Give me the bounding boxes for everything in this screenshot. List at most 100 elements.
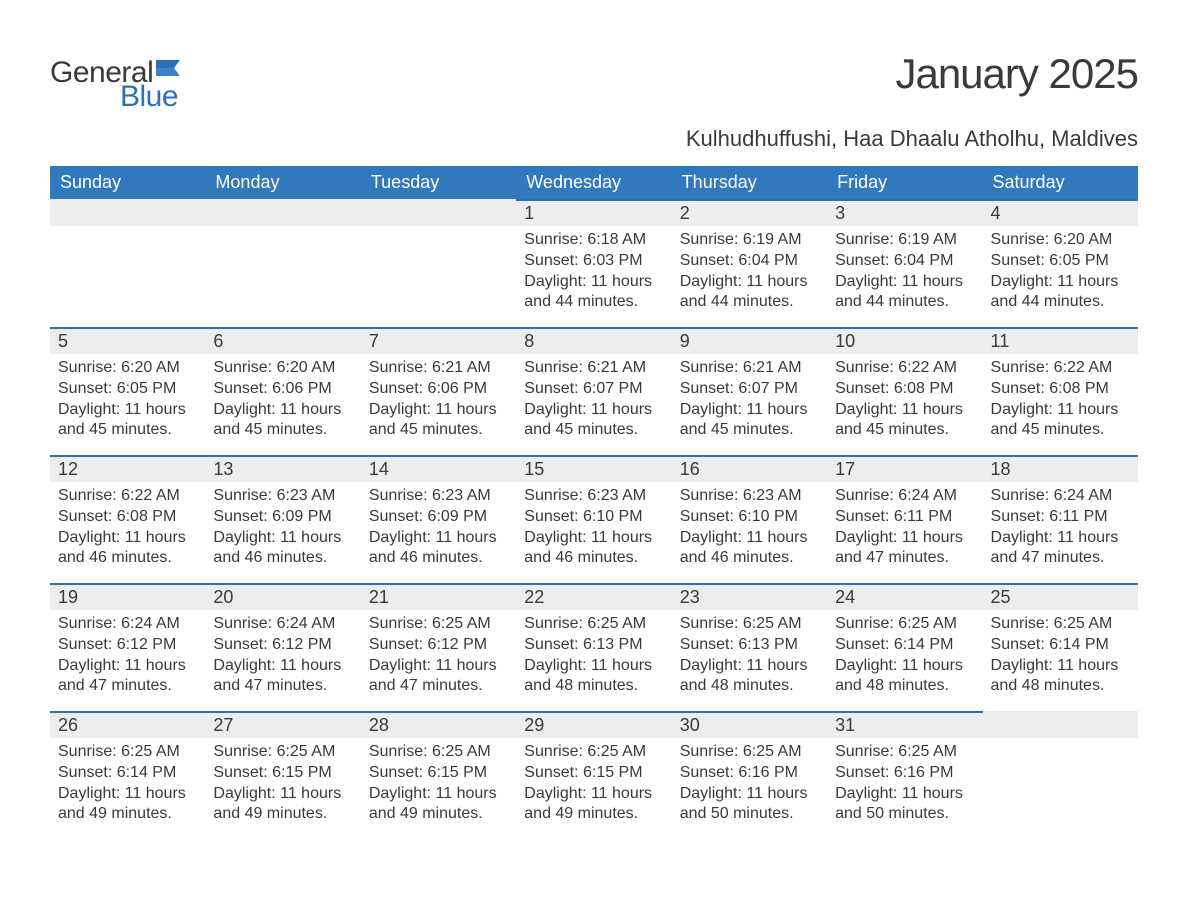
- calendar-day-cell: 6Sunrise: 6:20 AMSunset: 6:06 PMDaylight…: [205, 327, 360, 455]
- detail-value: 6:23 AM: [743, 487, 802, 504]
- detail-label: Sunrise:: [369, 359, 432, 376]
- day-number-bar: 1: [516, 199, 671, 226]
- day-number-bar: 2: [672, 199, 827, 226]
- day-number-bar: 7: [361, 327, 516, 354]
- day-number-bar: 28: [361, 711, 516, 738]
- day-number-bar: 11: [983, 327, 1138, 354]
- detail-label: Sunset:: [213, 508, 272, 525]
- detail-label: Sunrise:: [835, 487, 898, 504]
- day-number-bar: 29: [516, 711, 671, 738]
- day-number-bar: 9: [672, 327, 827, 354]
- detail-value: 6:05 PM: [117, 380, 177, 397]
- day-details: Sunrise: 6:23 AMSunset: 6:10 PMDaylight:…: [672, 482, 827, 579]
- detail-label: Sunrise:: [369, 615, 432, 632]
- detail-value: 6:08 PM: [117, 508, 177, 525]
- header: General Blue January 2025: [50, 50, 1138, 112]
- detail-label: Daylight:: [369, 657, 436, 674]
- detail-label: Daylight:: [524, 401, 591, 418]
- calendar-day-cell: 22Sunrise: 6:25 AMSunset: 6:13 PMDayligh…: [516, 583, 671, 711]
- day-number-bar: 27: [205, 711, 360, 738]
- detail-value: 6:18 AM: [587, 231, 646, 248]
- day-details: Sunrise: 6:19 AMSunset: 6:04 PMDaylight:…: [827, 226, 982, 323]
- page-title: January 2025: [895, 50, 1138, 98]
- day-number-bar: 16: [672, 455, 827, 482]
- detail-label: Sunrise:: [369, 743, 432, 760]
- detail-label: Daylight:: [369, 785, 436, 802]
- detail-label: Daylight:: [680, 401, 747, 418]
- day-details: Sunrise: 6:24 AMSunset: 6:12 PMDaylight:…: [50, 610, 205, 707]
- detail-label: Sunset:: [835, 380, 894, 397]
- calendar-day-cell: 19Sunrise: 6:24 AMSunset: 6:12 PMDayligh…: [50, 583, 205, 711]
- calendar-day-cell: 30Sunrise: 6:25 AMSunset: 6:16 PMDayligh…: [672, 711, 827, 839]
- day-details: Sunrise: 6:25 AMSunset: 6:12 PMDaylight:…: [361, 610, 516, 707]
- day-details: Sunrise: 6:20 AMSunset: 6:05 PMDaylight:…: [983, 226, 1138, 323]
- day-number-bar: 17: [827, 455, 982, 482]
- detail-value: 6:09 PM: [428, 508, 488, 525]
- detail-label: Sunset:: [524, 508, 583, 525]
- calendar-day-cell: 27Sunrise: 6:25 AMSunset: 6:15 PMDayligh…: [205, 711, 360, 839]
- day-details: Sunrise: 6:22 AMSunset: 6:08 PMDaylight:…: [983, 354, 1138, 451]
- detail-label: Sunrise:: [991, 615, 1054, 632]
- calendar-body: 1Sunrise: 6:18 AMSunset: 6:03 PMDaylight…: [50, 199, 1138, 839]
- detail-value: 6:24 AM: [277, 615, 336, 632]
- day-details: Sunrise: 6:25 AMSunset: 6:13 PMDaylight:…: [516, 610, 671, 707]
- day-details: Sunrise: 6:25 AMSunset: 6:14 PMDaylight:…: [827, 610, 982, 707]
- detail-value: 6:11 PM: [894, 508, 952, 525]
- day-details: Sunrise: 6:18 AMSunset: 6:03 PMDaylight:…: [516, 226, 671, 323]
- day-number-bar: [361, 199, 516, 226]
- calendar-day-cell: 14Sunrise: 6:23 AMSunset: 6:09 PMDayligh…: [361, 455, 516, 583]
- day-details: Sunrise: 6:21 AMSunset: 6:07 PMDaylight:…: [672, 354, 827, 451]
- calendar-day-cell: 1Sunrise: 6:18 AMSunset: 6:03 PMDaylight…: [516, 199, 671, 327]
- detail-label: Daylight:: [991, 657, 1058, 674]
- detail-label: Sunset:: [58, 764, 117, 781]
- day-number-bar: 26: [50, 711, 205, 738]
- detail-value: 6:21 AM: [743, 359, 802, 376]
- weekday-header: Monday: [205, 166, 360, 199]
- calendar-week-row: 5Sunrise: 6:20 AMSunset: 6:05 PMDaylight…: [50, 327, 1138, 455]
- day-number-bar: 30: [672, 711, 827, 738]
- detail-value: 6:25 AM: [898, 615, 957, 632]
- calendar-day-cell: 10Sunrise: 6:22 AMSunset: 6:08 PMDayligh…: [827, 327, 982, 455]
- detail-label: Sunset:: [680, 252, 739, 269]
- detail-value: 6:13 PM: [738, 636, 798, 653]
- detail-label: Sunrise:: [58, 487, 121, 504]
- day-details: Sunrise: 6:24 AMSunset: 6:11 PMDaylight:…: [983, 482, 1138, 579]
- day-details: Sunrise: 6:24 AMSunset: 6:12 PMDaylight:…: [205, 610, 360, 707]
- detail-value: 6:08 PM: [894, 380, 954, 397]
- detail-value: 6:03 PM: [583, 252, 643, 269]
- detail-label: Sunrise:: [680, 615, 743, 632]
- calendar-day-cell: [361, 199, 516, 327]
- day-number-bar: 22: [516, 583, 671, 610]
- weekday-header: Friday: [827, 166, 982, 199]
- detail-label: Daylight:: [835, 657, 902, 674]
- detail-value: 6:20 AM: [121, 359, 180, 376]
- calendar-day-cell: 24Sunrise: 6:25 AMSunset: 6:14 PMDayligh…: [827, 583, 982, 711]
- detail-value: 6:08 PM: [1049, 380, 1109, 397]
- day-number-bar: 10: [827, 327, 982, 354]
- weekday-header: Thursday: [672, 166, 827, 199]
- day-details: Sunrise: 6:25 AMSunset: 6:14 PMDaylight:…: [50, 738, 205, 835]
- detail-value: 6:22 AM: [121, 487, 180, 504]
- detail-label: Sunrise:: [680, 743, 743, 760]
- detail-label: Sunrise:: [991, 231, 1054, 248]
- detail-value: 6:21 AM: [587, 359, 646, 376]
- calendar-day-cell: 31Sunrise: 6:25 AMSunset: 6:16 PMDayligh…: [827, 711, 982, 839]
- detail-label: Sunset:: [524, 764, 583, 781]
- calendar-day-cell: 4Sunrise: 6:20 AMSunset: 6:05 PMDaylight…: [983, 199, 1138, 327]
- day-details: Sunrise: 6:24 AMSunset: 6:11 PMDaylight:…: [827, 482, 982, 579]
- detail-value: 6:09 PM: [272, 508, 332, 525]
- detail-value: 6:12 PM: [272, 636, 332, 653]
- day-details: Sunrise: 6:25 AMSunset: 6:15 PMDaylight:…: [361, 738, 516, 835]
- day-number-bar: 14: [361, 455, 516, 482]
- detail-label: Sunrise:: [524, 615, 587, 632]
- detail-label: Sunset:: [991, 636, 1050, 653]
- detail-label: Sunset:: [369, 380, 428, 397]
- calendar-week-row: 26Sunrise: 6:25 AMSunset: 6:14 PMDayligh…: [50, 711, 1138, 839]
- calendar-header-row: SundayMondayTuesdayWednesdayThursdayFrid…: [50, 166, 1138, 199]
- detail-label: Sunset:: [524, 380, 583, 397]
- detail-label: Daylight:: [835, 401, 902, 418]
- detail-value: 6:07 PM: [583, 380, 643, 397]
- detail-label: Daylight:: [369, 401, 436, 418]
- detail-value: 6:06 PM: [272, 380, 332, 397]
- detail-label: Sunset:: [524, 636, 583, 653]
